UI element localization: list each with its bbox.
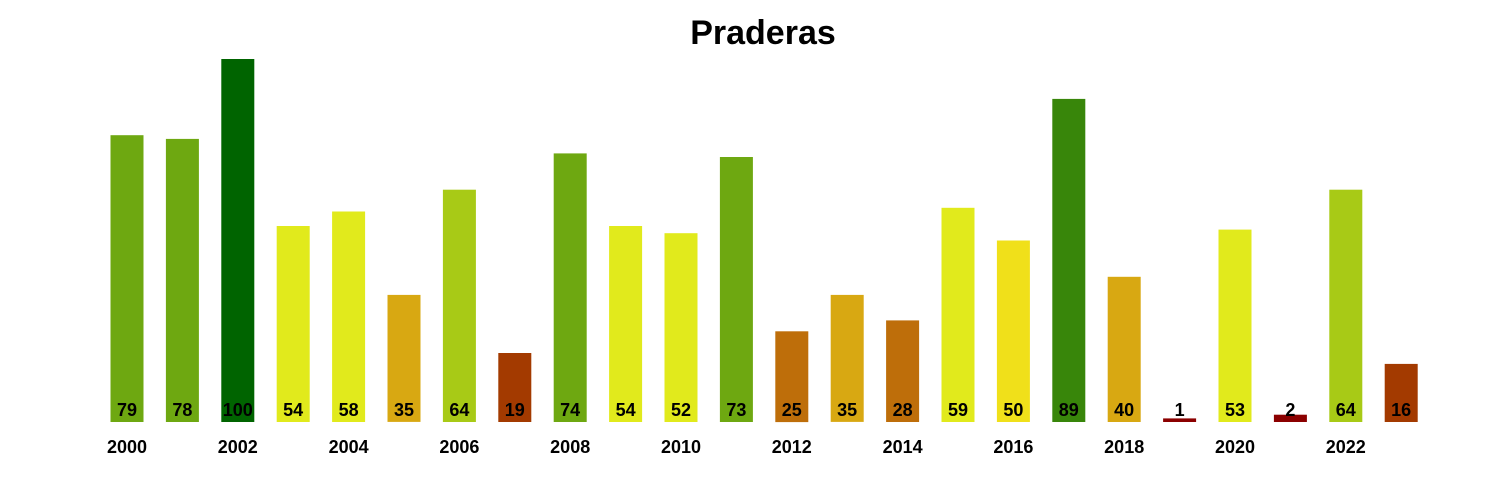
value-label-2019: 1: [1175, 400, 1185, 420]
bars-group: [110, 59, 1418, 423]
x-tick-label-2020: 2020: [1215, 437, 1255, 457]
value-label-2004: 58: [339, 400, 359, 420]
value-label-2007: 19: [505, 400, 525, 420]
bar-2011: [719, 157, 753, 422]
bar-2006: [442, 189, 476, 422]
bar-2000: [110, 135, 144, 422]
chart-title: Praderas: [690, 14, 836, 52]
value-label-2011: 73: [726, 400, 746, 420]
value-label-2023: 16: [1391, 400, 1411, 420]
bar-2019: [1163, 418, 1197, 422]
value-label-2021: 2: [1285, 400, 1295, 420]
bar-2002: [221, 59, 255, 422]
bar-2021: [1273, 414, 1307, 422]
value-label-2016: 50: [1003, 400, 1023, 420]
bar-2007: [498, 353, 532, 422]
x-tick-label-2006: 2006: [439, 437, 479, 457]
bar-2013: [830, 294, 864, 422]
value-label-2020: 53: [1225, 400, 1245, 420]
bar-2023: [1384, 363, 1418, 422]
value-label-2017: 89: [1059, 400, 1079, 420]
x-tick-label-2016: 2016: [993, 437, 1033, 457]
x-tick-labels-group: 2000 2002 2004 2006 2008 2010 2012 2014 2016 2018…: [107, 437, 1366, 457]
bar-2009: [609, 226, 643, 422]
x-tick-label-2014: 2014: [883, 437, 923, 457]
bar-2003: [276, 226, 310, 422]
bar-2020: [1218, 229, 1252, 422]
x-tick-label-2012: 2012: [772, 437, 812, 457]
bar-2014: [886, 320, 920, 422]
value-label-2003: 54: [283, 400, 303, 420]
x-tick-label-2004: 2004: [329, 437, 369, 457]
value-label-2008: 74: [560, 400, 580, 420]
value-label-2015: 59: [948, 400, 968, 420]
value-label-2001: 78: [172, 400, 192, 420]
bar-2008: [553, 153, 587, 422]
bar-2012: [775, 331, 809, 423]
value-label-2022: 64: [1336, 400, 1356, 420]
bar-2016: [996, 240, 1030, 422]
x-tick-label-2008: 2008: [550, 437, 590, 457]
value-label-2006: 64: [449, 400, 469, 420]
bar-2001: [165, 138, 199, 422]
bar-2022: [1329, 189, 1363, 422]
value-label-2012: 25: [782, 400, 802, 420]
x-tick-label-2022: 2022: [1326, 437, 1366, 457]
x-tick-label-2000: 2000: [107, 437, 147, 457]
value-label-2014: 28: [893, 400, 913, 420]
value-label-2005: 35: [394, 400, 414, 420]
value-label-2000: 79: [117, 400, 137, 420]
bar-2010: [664, 233, 698, 422]
x-tick-label-2018: 2018: [1104, 437, 1144, 457]
bar-2015: [941, 207, 975, 422]
x-tick-label-2010: 2010: [661, 437, 701, 457]
value-label-2002: 100: [223, 400, 253, 420]
value-label-2018: 40: [1114, 400, 1134, 420]
bar-2005: [387, 294, 421, 422]
value-label-2009: 54: [616, 400, 636, 420]
value-label-2013: 35: [837, 400, 857, 420]
bar-2018: [1107, 276, 1141, 422]
bar-2017: [1052, 98, 1086, 423]
value-label-2010: 52: [671, 400, 691, 420]
value-labels-group: 79 78 100 54 58 35 64 19 74 54 52 73 25 35 28 59 50 89 40 1…: [117, 400, 1411, 420]
bar-2004: [332, 211, 366, 422]
x-tick-label-2002: 2002: [218, 437, 258, 457]
